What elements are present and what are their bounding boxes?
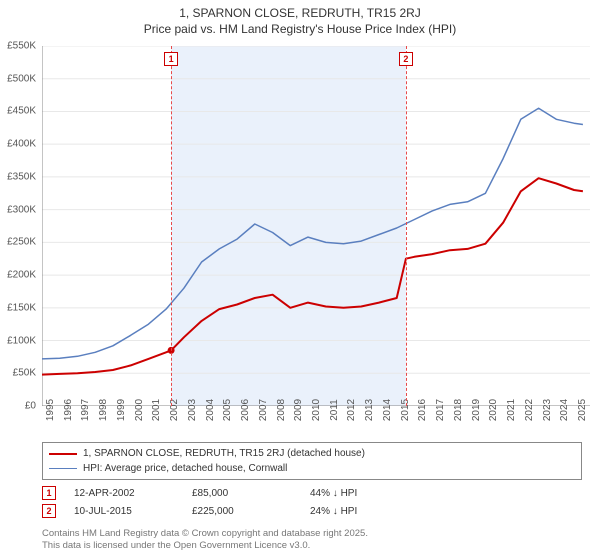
x-axis-label: 2020 [488, 399, 499, 421]
y-axis-label: £400K [0, 139, 36, 150]
x-axis-label: 1997 [80, 399, 91, 421]
x-axis-label: 2019 [471, 399, 482, 421]
y-axis-label: £200K [0, 270, 36, 281]
y-axis-label: £500K [0, 73, 36, 84]
marker-number: 1 [164, 52, 178, 66]
event-row-2: 2 10-JUL-2015 £225,000 24% ↓ HPI [42, 504, 582, 518]
event-row-1: 1 12-APR-2002 £85,000 44% ↓ HPI [42, 486, 582, 500]
chart-svg [42, 46, 590, 406]
x-axis-label: 2014 [382, 399, 393, 421]
x-axis-label: 2024 [559, 399, 570, 421]
x-axis-label: 2016 [417, 399, 428, 421]
x-axis-label: 2018 [453, 399, 464, 421]
x-axis-label: 2009 [293, 399, 304, 421]
marker-line [406, 46, 407, 406]
event-price-2: £225,000 [192, 506, 292, 517]
event-delta-2: 24% ↓ HPI [310, 506, 357, 517]
x-axis-label: 2012 [346, 399, 357, 421]
title-line-2: Price paid vs. HM Land Registry's House … [0, 22, 600, 38]
x-axis-label: 2006 [240, 399, 251, 421]
legend: 1, SPARNON CLOSE, REDRUTH, TR15 2RJ (det… [42, 442, 582, 480]
event-price-1: £85,000 [192, 488, 292, 499]
event-delta-1: 44% ↓ HPI [310, 488, 357, 499]
y-axis-label: £150K [0, 302, 36, 313]
marker-line [171, 46, 172, 406]
legend-swatch-property [49, 453, 77, 455]
x-axis-label: 2001 [151, 399, 162, 421]
legend-label-hpi: HPI: Average price, detached house, Corn… [83, 461, 287, 476]
events-block: 1 12-APR-2002 £85,000 44% ↓ HPI 2 10-JUL… [42, 486, 582, 522]
title-block: 1, SPARNON CLOSE, REDRUTH, TR15 2RJ Pric… [0, 0, 600, 37]
x-axis-label: 2025 [577, 399, 588, 421]
x-axis-label: 1998 [98, 399, 109, 421]
chart-area: £0£50K£100K£150K£200K£250K£300K£350K£400… [42, 46, 590, 406]
x-axis-label: 2005 [222, 399, 233, 421]
x-axis-label: 2013 [364, 399, 375, 421]
footer-line-2: This data is licensed under the Open Gov… [42, 540, 368, 552]
x-axis-label: 2011 [329, 399, 340, 421]
x-axis-label: 2003 [187, 399, 198, 421]
y-axis-label: £100K [0, 335, 36, 346]
x-axis-label: 1995 [45, 399, 56, 421]
y-axis-label: £350K [0, 171, 36, 182]
x-axis-label: 2004 [205, 399, 216, 421]
footer-line-1: Contains HM Land Registry data © Crown c… [42, 528, 368, 540]
title-line-1: 1, SPARNON CLOSE, REDRUTH, TR15 2RJ [0, 6, 600, 22]
y-axis-label: £50K [0, 368, 36, 379]
y-axis-label: £300K [0, 204, 36, 215]
x-axis-label: 2017 [435, 399, 446, 421]
x-axis-label: 2008 [276, 399, 287, 421]
legend-label-property: 1, SPARNON CLOSE, REDRUTH, TR15 2RJ (det… [83, 446, 365, 461]
y-axis-label: £250K [0, 237, 36, 248]
marker-number: 2 [399, 52, 413, 66]
event-marker-2: 2 [42, 504, 56, 518]
x-axis-label: 2021 [506, 399, 517, 421]
legend-row-property: 1, SPARNON CLOSE, REDRUTH, TR15 2RJ (det… [49, 446, 575, 461]
event-date-2: 10-JUL-2015 [74, 506, 174, 517]
chart-container: 1, SPARNON CLOSE, REDRUTH, TR15 2RJ Pric… [0, 0, 600, 560]
y-axis-label: £550K [0, 41, 36, 52]
x-axis-label: 1996 [63, 399, 74, 421]
x-axis-label: 2022 [524, 399, 535, 421]
x-axis-label: 2010 [311, 399, 322, 421]
y-axis-label: £450K [0, 106, 36, 117]
legend-row-hpi: HPI: Average price, detached house, Corn… [49, 461, 575, 476]
x-axis-label: 2000 [134, 399, 145, 421]
footer: Contains HM Land Registry data © Crown c… [42, 528, 368, 553]
legend-swatch-hpi [49, 468, 77, 469]
event-marker-1: 1 [42, 486, 56, 500]
y-axis-label: £0 [0, 401, 36, 412]
x-axis-label: 1999 [116, 399, 127, 421]
x-axis-label: 2007 [258, 399, 269, 421]
x-axis-label: 2023 [542, 399, 553, 421]
event-date-1: 12-APR-2002 [74, 488, 174, 499]
